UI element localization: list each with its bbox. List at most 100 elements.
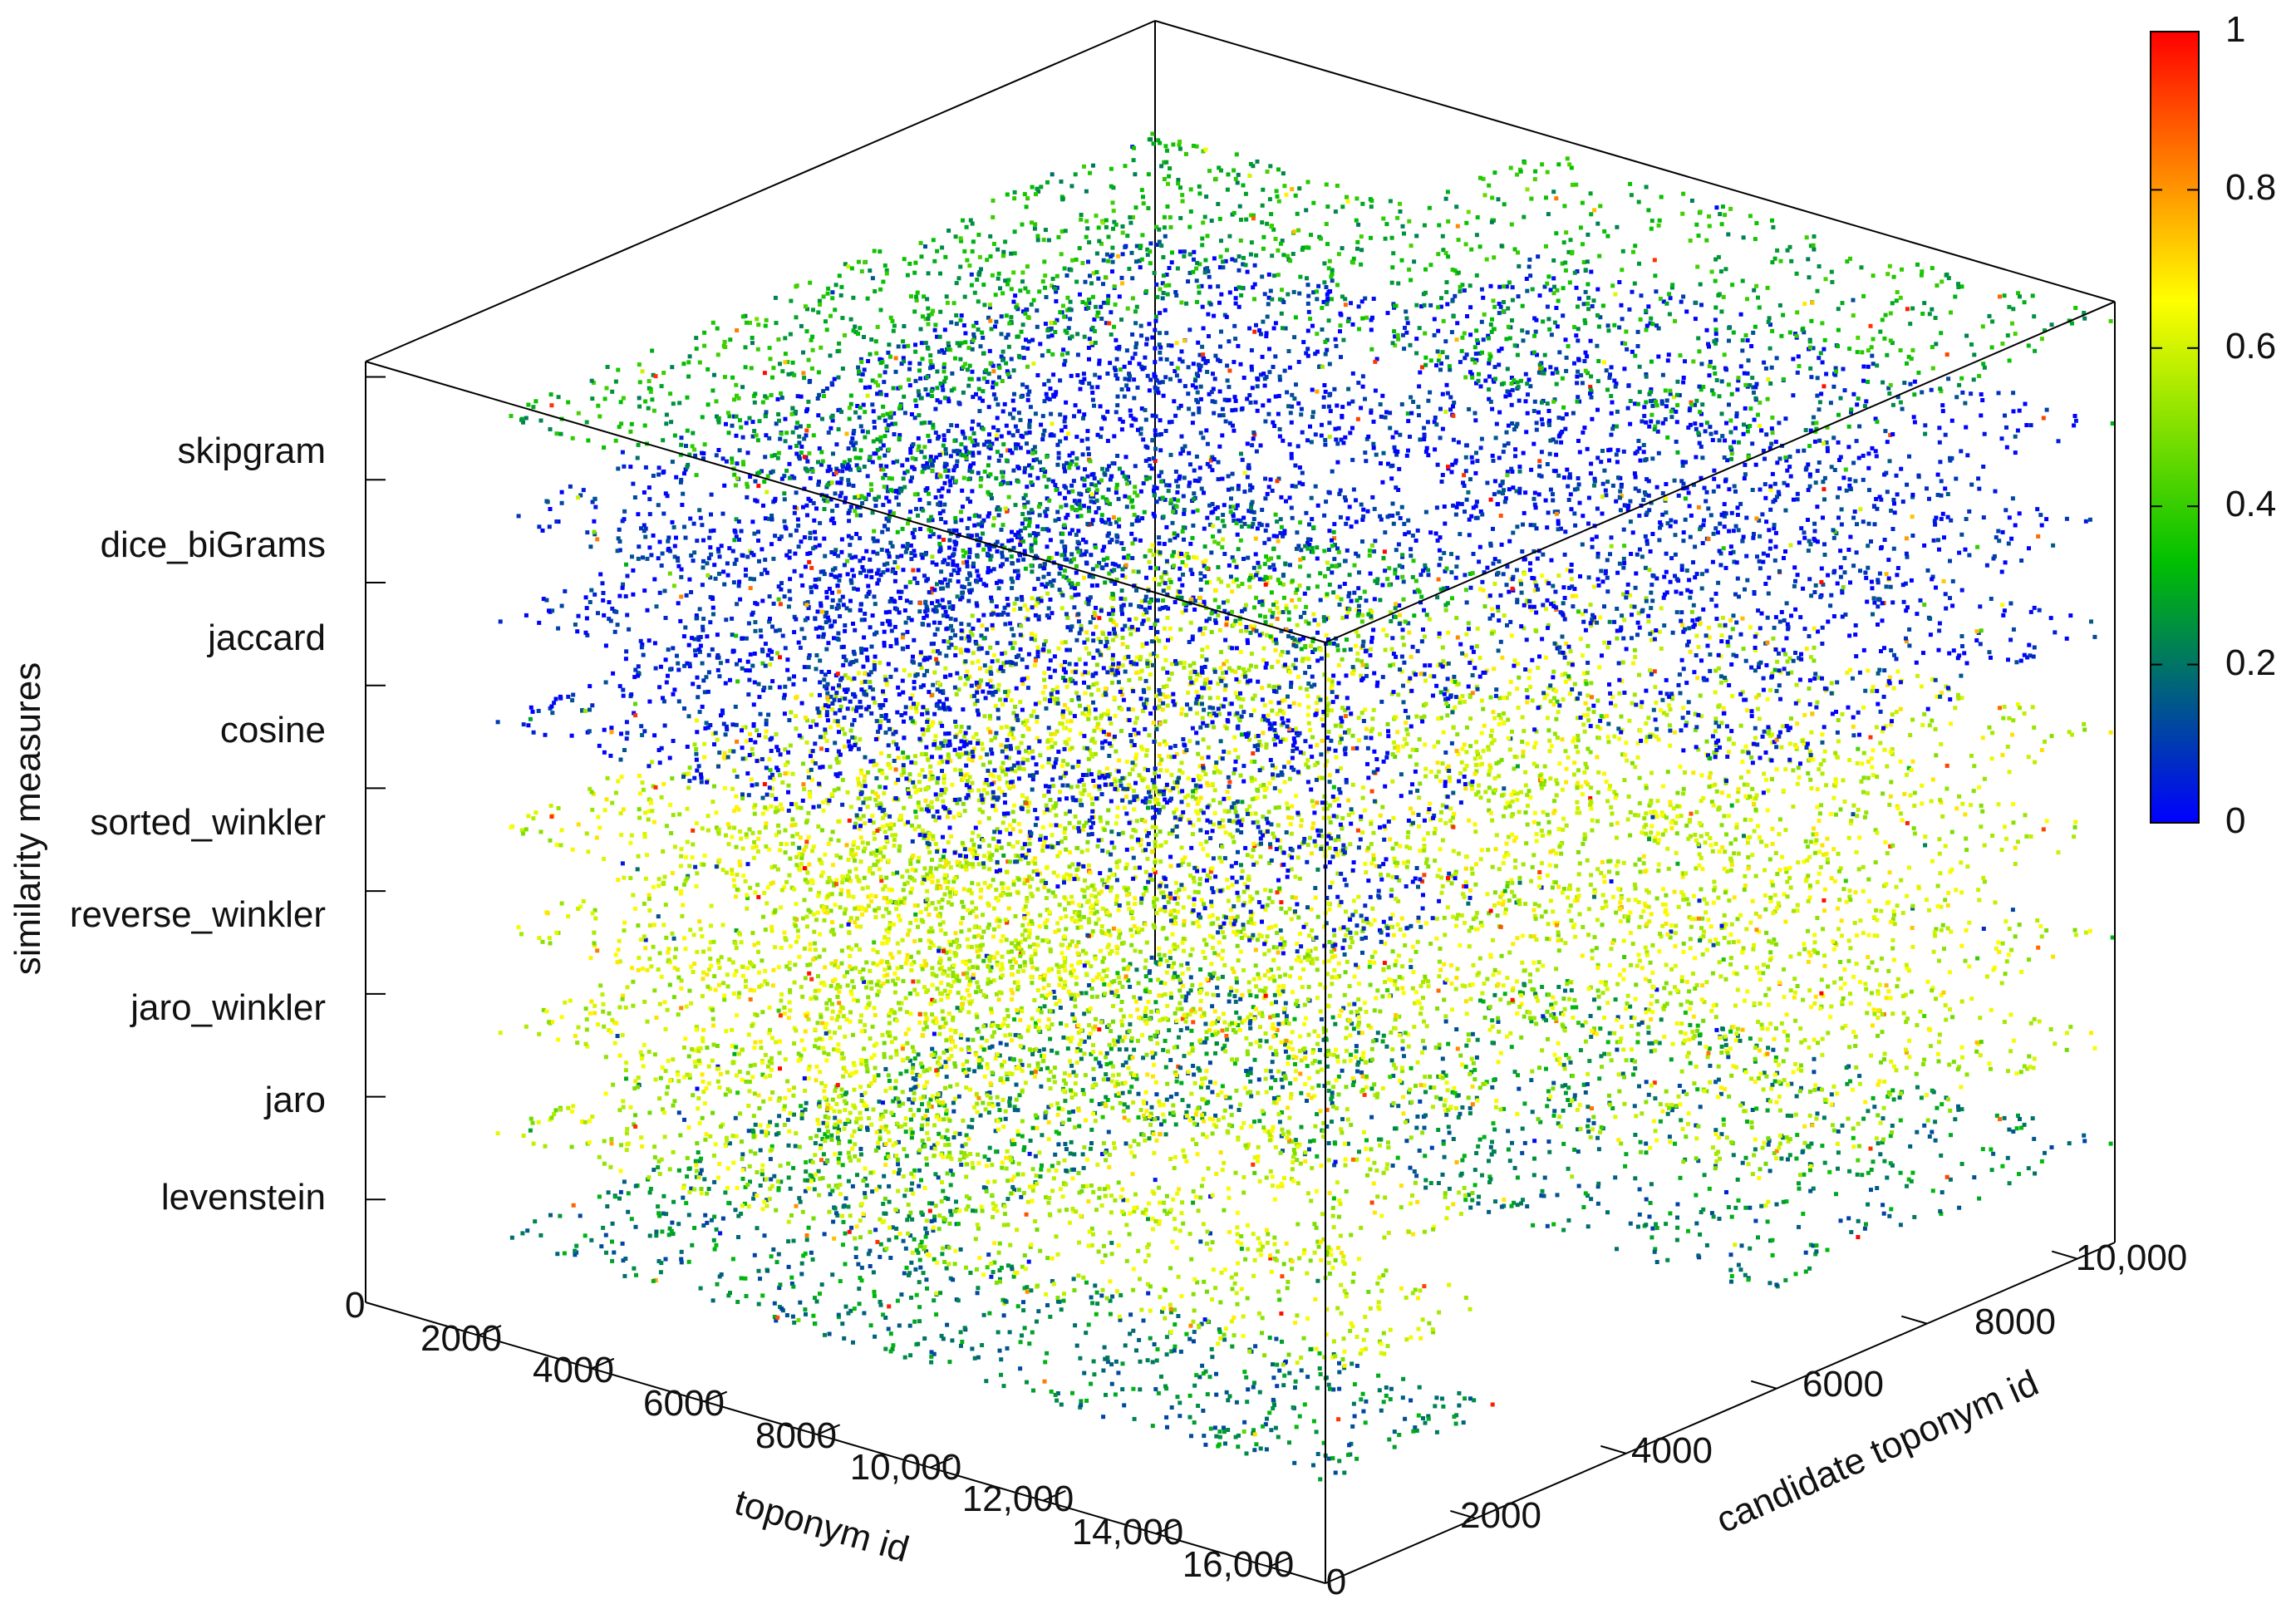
point <box>622 1179 627 1184</box>
point <box>1018 952 1023 957</box>
point <box>1251 1273 1256 1278</box>
point <box>701 1080 706 1084</box>
point <box>992 1260 997 1265</box>
point <box>1100 959 1105 964</box>
point <box>813 1044 817 1049</box>
point <box>885 900 890 905</box>
point <box>1397 1014 1402 1019</box>
point <box>921 1271 926 1276</box>
point <box>829 1137 834 1142</box>
point <box>830 1001 834 1006</box>
point <box>1247 1021 1252 1026</box>
point <box>1222 1160 1227 1165</box>
point <box>1288 974 1292 979</box>
point <box>1315 1278 1320 1283</box>
point <box>941 1154 946 1159</box>
point <box>1049 1103 1054 1108</box>
point <box>1974 1040 1979 1045</box>
point <box>972 934 977 939</box>
point <box>1342 1470 1347 1475</box>
point <box>1213 1051 1217 1055</box>
point <box>828 1036 833 1041</box>
point <box>1772 1151 1777 1155</box>
point <box>1716 1095 1721 1100</box>
point <box>1261 1111 1266 1116</box>
point <box>609 1137 614 1142</box>
point <box>1309 851 1314 856</box>
point <box>1822 1115 1826 1120</box>
point <box>1630 1058 1635 1063</box>
point <box>1325 1107 1330 1112</box>
point <box>903 1246 908 1251</box>
point <box>1063 1099 1068 1104</box>
point <box>846 1311 851 1316</box>
point <box>1072 1152 1077 1157</box>
point <box>693 1159 698 1164</box>
point <box>863 1191 868 1196</box>
point <box>1056 1131 1061 1136</box>
point <box>1322 1355 1327 1360</box>
point <box>836 1049 841 1053</box>
point <box>920 1139 925 1144</box>
point <box>1155 1116 1160 1121</box>
point <box>1802 1124 1807 1129</box>
point <box>1912 1214 1917 1219</box>
point <box>1094 921 1099 926</box>
point <box>942 1051 946 1055</box>
point <box>1286 815 1291 820</box>
point <box>642 999 647 1004</box>
point <box>1156 1390 1161 1395</box>
point <box>839 1051 844 1056</box>
point <box>1979 1040 1984 1045</box>
point <box>1133 829 1138 834</box>
point <box>814 1078 819 1083</box>
point <box>1109 1046 1114 1051</box>
point <box>1193 1194 1198 1199</box>
point <box>917 1257 922 1262</box>
point <box>1423 977 1428 982</box>
point <box>1040 1163 1044 1168</box>
point <box>1294 794 1298 799</box>
point <box>934 973 939 978</box>
point <box>1010 1178 1015 1183</box>
point <box>632 1086 637 1090</box>
point <box>1380 994 1385 999</box>
point <box>751 1196 756 1201</box>
point <box>1748 1036 1753 1041</box>
point <box>732 1051 737 1056</box>
point <box>1414 1428 1419 1433</box>
point <box>548 1213 553 1218</box>
point <box>1214 1172 1219 1176</box>
point <box>1866 1170 1871 1175</box>
point <box>1138 838 1143 843</box>
point <box>1613 1115 1618 1119</box>
point <box>1194 809 1199 814</box>
point <box>1129 933 1134 938</box>
point <box>1174 1079 1179 1084</box>
point <box>1428 1181 1433 1185</box>
point <box>1120 1209 1125 1214</box>
point <box>986 1101 991 1106</box>
point <box>1077 1240 1082 1245</box>
point <box>1091 1232 1095 1237</box>
point <box>1138 949 1143 954</box>
point <box>1005 1007 1010 1012</box>
point <box>1632 1104 1637 1109</box>
point <box>1679 1030 1684 1035</box>
point <box>1808 1242 1813 1247</box>
point <box>1724 1135 1729 1140</box>
point <box>740 1047 745 1052</box>
point <box>939 1065 944 1070</box>
point <box>1135 1038 1140 1043</box>
point <box>1105 1360 1110 1365</box>
point <box>1020 1134 1025 1139</box>
point <box>1749 1120 1754 1124</box>
point <box>775 1179 780 1183</box>
point <box>1336 1417 1341 1422</box>
point <box>1493 1105 1498 1110</box>
point <box>1566 1166 1571 1171</box>
point <box>1249 1094 1254 1099</box>
point <box>893 1207 898 1212</box>
point <box>1242 901 1247 905</box>
point <box>1541 1193 1546 1198</box>
